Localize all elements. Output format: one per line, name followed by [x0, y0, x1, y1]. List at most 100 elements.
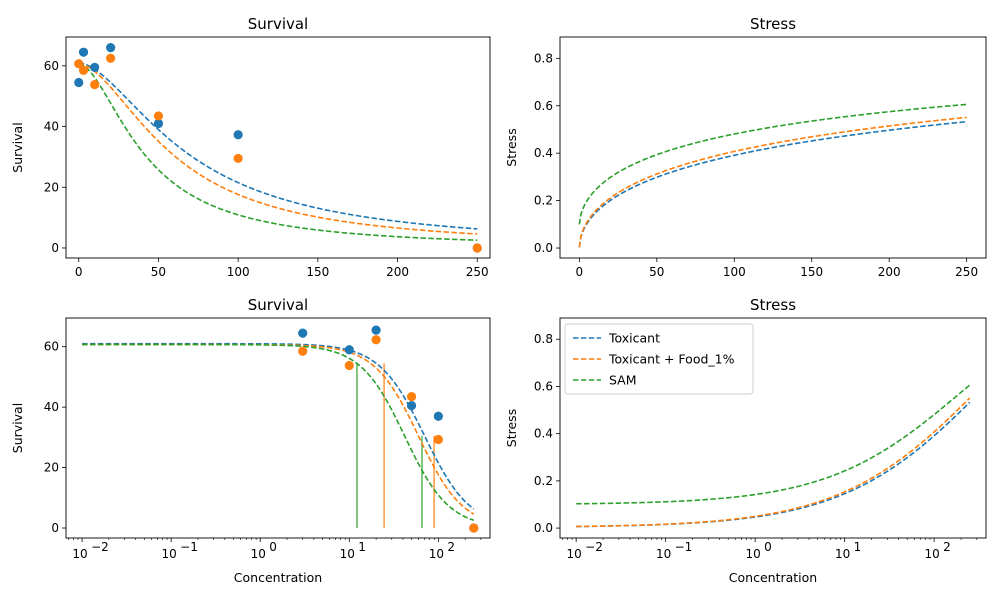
plot-area	[78, 62, 478, 241]
y-tick-label: 0.8	[534, 51, 553, 65]
x-tick-label: 10	[567, 547, 582, 561]
x-tick-label: 100	[723, 265, 746, 279]
y-tick-label: 20	[44, 180, 59, 194]
y-tick-label: 20	[44, 461, 59, 475]
y-axis-label: Survival	[10, 403, 25, 453]
x-tick-label: 50	[151, 265, 166, 279]
y-tick-label: 0.0	[534, 241, 553, 255]
axes-frame	[65, 36, 491, 259]
axes-frame	[559, 317, 987, 539]
x-tick-label: 10	[745, 547, 760, 561]
x-tick-exponent: 1	[358, 540, 366, 554]
chart-title: Stress	[750, 296, 796, 314]
data-point	[153, 118, 164, 129]
x-tick-label: 200	[386, 265, 409, 279]
x-axis-label: Concentration	[234, 570, 322, 585]
data-point	[74, 59, 84, 69]
data-point	[469, 523, 479, 533]
y-tick-label: 0	[51, 241, 59, 255]
x-tick-label: 200	[878, 265, 901, 279]
data-point	[90, 80, 100, 90]
x-tick-label: 250	[466, 265, 489, 279]
series-line	[576, 397, 971, 528]
x-tick-label: 250	[955, 265, 978, 279]
x-tick-label: 10	[656, 547, 671, 561]
x-tick-exponent: 1	[854, 540, 862, 554]
data-point	[106, 53, 116, 63]
data-point	[344, 345, 354, 355]
data-point	[371, 335, 381, 345]
x-tick-exponent: −2	[585, 540, 603, 554]
x-tick-label: 10	[835, 547, 850, 561]
chart-title: Survival	[248, 296, 308, 314]
x-tick-exponent: 2	[943, 540, 951, 554]
y-tick-label: 40	[44, 400, 59, 414]
series-line	[78, 62, 478, 235]
y-axis-label: Survival	[10, 122, 25, 172]
x-tick-label: 10	[429, 547, 444, 561]
x-tick-label: 0	[576, 265, 584, 279]
series-line	[578, 103, 967, 225]
x-tick-exponent: −2	[91, 540, 109, 554]
chart-title: Stress	[750, 15, 796, 33]
data-point	[344, 360, 354, 371]
y-tick-label: 0.4	[534, 146, 553, 160]
data-point	[90, 62, 100, 72]
y-tick-label: 0	[51, 521, 59, 535]
data-point	[233, 153, 243, 164]
plot-area	[576, 384, 971, 528]
data-point	[78, 47, 89, 57]
series-line	[78, 62, 478, 241]
legend-box	[564, 323, 754, 395]
x-tick-exponent: −1	[180, 540, 198, 554]
series-line	[576, 401, 971, 528]
series-line	[576, 384, 971, 505]
axes-stress-linear: Stress Stress 0.0 0.2 0.4 0.6 0.8 0 50 100 150 200 2…	[504, 15, 987, 279]
axes-stress-log: Stress Stress Concentration 0.0 0.2 0.4 0.6 0.8…	[504, 296, 987, 585]
data-point	[74, 77, 84, 88]
x-tick-exponent: 2	[447, 540, 455, 554]
data-point	[106, 43, 116, 53]
data-point	[433, 434, 443, 445]
series-line	[82, 343, 475, 522]
x-tick-label: 150	[306, 265, 329, 279]
x-tick-exponent: −1	[675, 540, 693, 554]
y-tick-label: 0.4	[534, 427, 553, 441]
y-tick-label: 40	[44, 120, 59, 134]
x-axis-label: Concentration	[729, 570, 817, 585]
x-tick-label: 10	[72, 547, 87, 561]
data-point	[298, 346, 308, 356]
series-line	[82, 343, 475, 515]
y-tick-label: 0.6	[534, 99, 553, 113]
data-point	[78, 65, 89, 75]
legend: Toxicant Toxicant + Food_1% SAM	[564, 323, 754, 395]
data-point	[406, 391, 417, 402]
data-point	[472, 243, 482, 253]
x-tick-label: 10	[251, 547, 266, 561]
series-line	[82, 342, 475, 510]
x-tick-label: 50	[649, 265, 664, 279]
legend-label: SAM	[609, 373, 637, 388]
x-tick-label: 100	[227, 265, 250, 279]
data-point	[233, 130, 243, 140]
legend-label: Toxicant	[608, 331, 660, 346]
x-tick-exponent: 0	[764, 540, 772, 554]
y-tick-label: 0.0	[534, 521, 553, 535]
plot-area	[82, 342, 475, 529]
y-tick-label: 0.2	[534, 474, 553, 488]
chart-title: Survival	[248, 15, 308, 33]
axes-frame	[65, 317, 491, 539]
y-axis-label: Stress	[504, 128, 519, 166]
data-point	[371, 325, 381, 335]
y-tick-label: 0.6	[534, 379, 553, 393]
data-point	[153, 111, 164, 121]
y-tick-label: 0.2	[534, 194, 553, 208]
axes-frame	[559, 36, 987, 259]
plot-area	[578, 103, 967, 248]
data-point	[433, 411, 443, 421]
x-tick-label: 10	[162, 547, 177, 561]
series-line	[78, 62, 478, 230]
axes-survival-linear: Survival Survival 0 20 40 60 0 50 100 150 200 250	[10, 15, 491, 279]
